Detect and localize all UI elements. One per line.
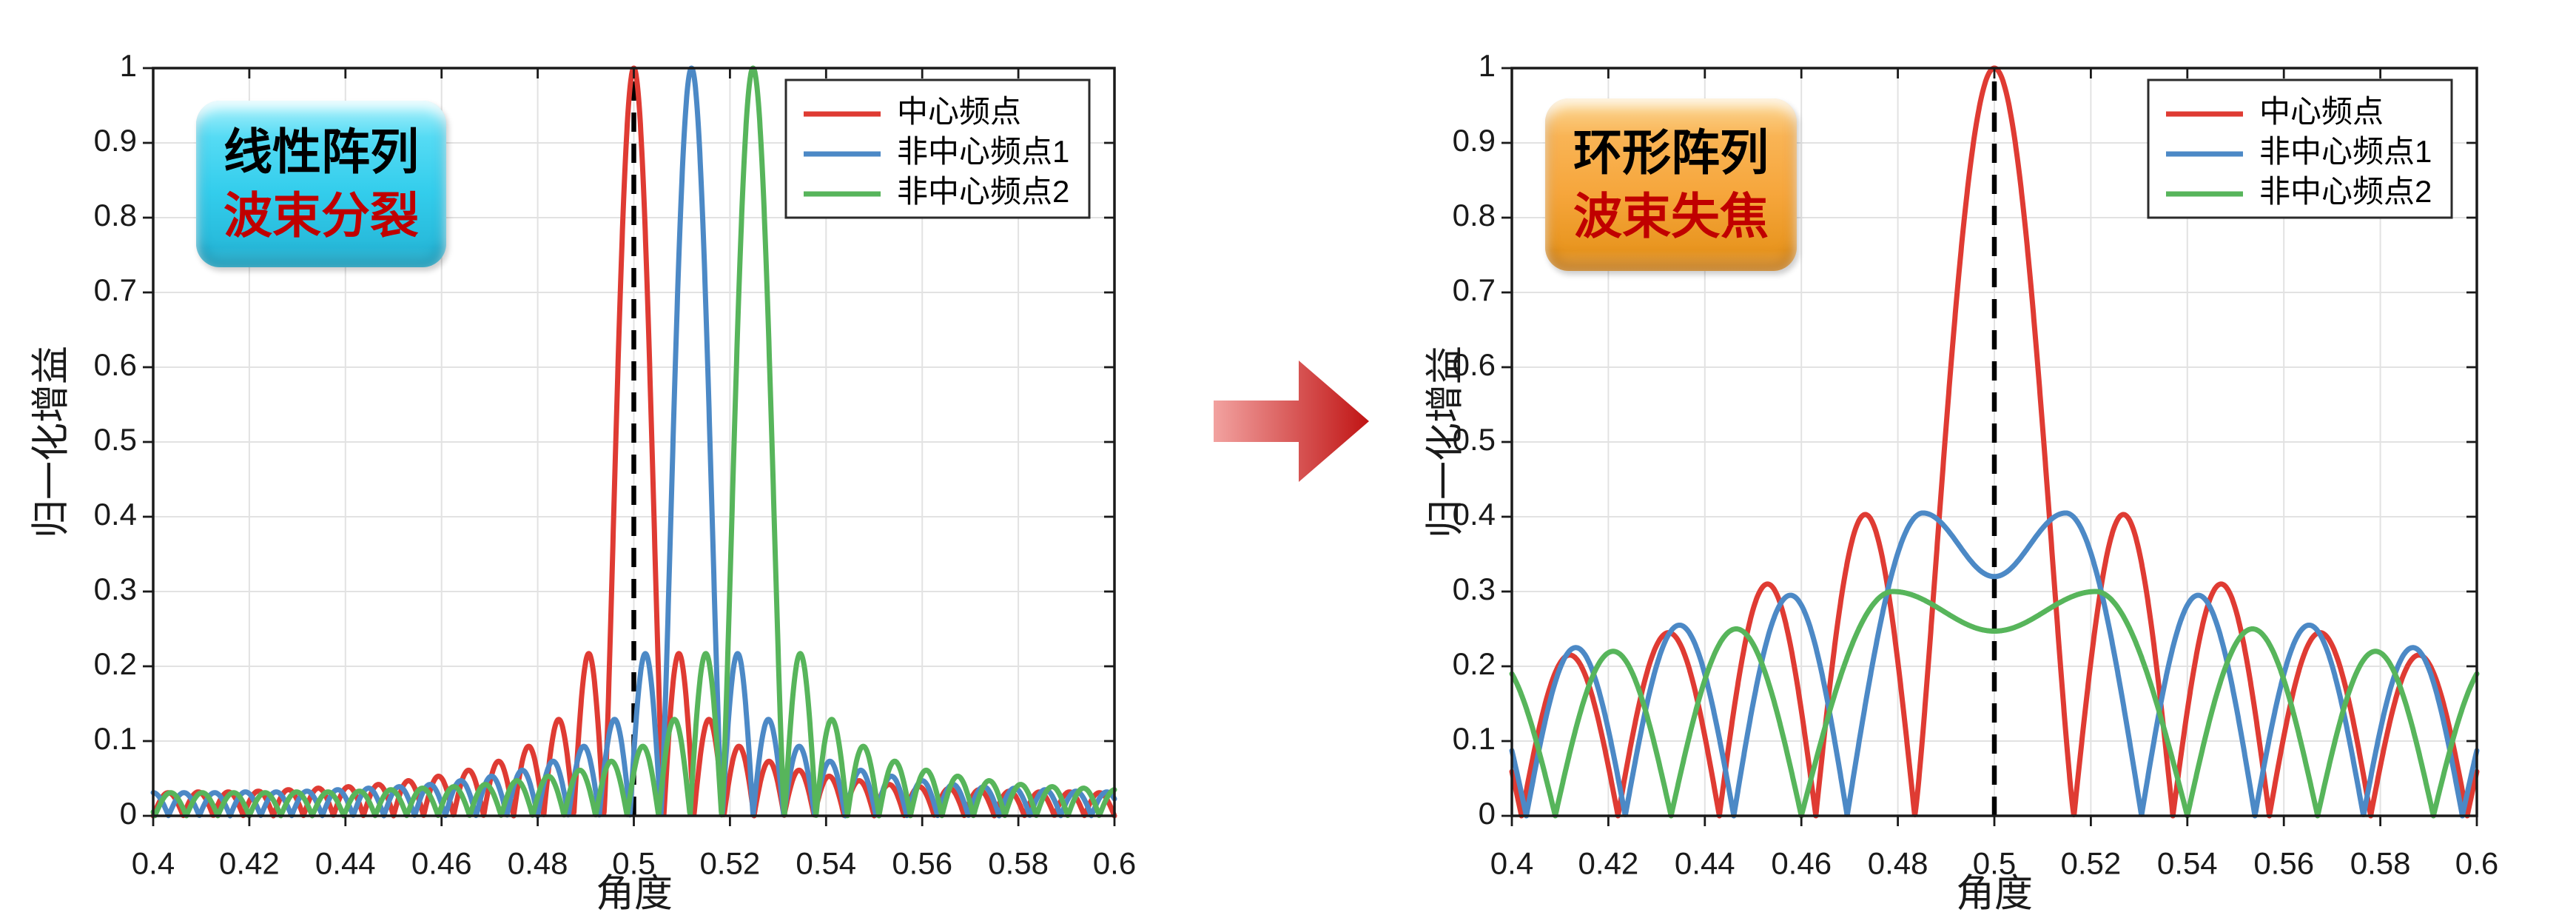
chart-circular-array-pattern: 0.4 0.42 0.44 0.46 0.48 0.5 0.52 0.54 0.56 0.58 0.…: [1453, 48, 2499, 880]
y-tick-label: 1: [1479, 48, 1496, 83]
linear-array-badge: 线性阵列 波束分裂: [196, 101, 446, 267]
series-line-1: [150, 65, 1117, 819]
tick-marks: [1501, 67, 2478, 826]
y-tick-label: 0.9: [94, 123, 137, 158]
x-tick-label: 0.46: [1771, 845, 1832, 880]
y-tick-label: 0: [1479, 796, 1496, 831]
x-tick-label: 0.52: [700, 845, 761, 880]
legend-label: 非中心频点1: [2259, 134, 2432, 169]
x-tick-label: 0.42: [1578, 845, 1639, 880]
y-tick-label: 0.2: [94, 646, 137, 681]
badge-subtitle: 波束失焦: [1573, 188, 1769, 244]
x-tick-label: 0.58: [2350, 845, 2411, 880]
badge-title: 线性阵列: [223, 124, 419, 179]
badge-subtitle: 波束分裂: [223, 187, 419, 243]
x-tick-label: 0.48: [1868, 845, 1928, 880]
y-tick-label: 0.4: [1453, 497, 1496, 532]
x-axis-label-right: 角度: [1955, 872, 2034, 916]
x-tick-label: 0.48: [508, 845, 568, 880]
x-tick-label: 0.56: [892, 845, 952, 880]
y-tick-label: 0.5: [1453, 422, 1496, 457]
x-tick-label: 0.54: [2157, 845, 2218, 880]
chart-linear-array-pattern: 0.4 0.42 0.44 0.46 0.48 0.5 0.52 0.54 0.56 0.58 0.…: [94, 48, 1137, 880]
x-tick-label: 0.4: [1490, 845, 1533, 880]
y-tick-label: 0.2: [1453, 646, 1496, 681]
x-tick-label: 0.44: [1675, 845, 1735, 880]
x-tick-label: 0.56: [2253, 845, 2314, 880]
legend-label: 中心频点: [897, 94, 1021, 129]
x-axis-label-left: 角度: [595, 872, 673, 916]
x-tick-label: 0.5: [1973, 845, 2016, 880]
x-tick-label: 0.52: [2061, 845, 2122, 880]
x-tick-label: 0.42: [219, 845, 280, 880]
legend-label: 非中心频点2: [897, 174, 1069, 209]
x-tick-label: 0.6: [2455, 845, 2498, 880]
y-tick-label: 0.3: [1453, 572, 1496, 606]
y-tick-label: 0.5: [94, 422, 137, 457]
y-tick-label: 0: [120, 796, 137, 831]
series-line-2: [1509, 589, 2480, 819]
series-line-1: [1509, 510, 2480, 819]
y-tick-label: 0.7: [1453, 272, 1496, 307]
x-tick-label: 0.54: [796, 845, 856, 880]
tick-marks: [143, 67, 1116, 826]
legend-label: 非中心频点2: [2259, 174, 2432, 209]
x-tick-label: 0.4: [132, 845, 175, 880]
x-tick-label: 0.46: [411, 845, 472, 880]
y-tick-label: 0.7: [94, 272, 137, 307]
y-tick-label: 0.1: [1453, 721, 1496, 756]
circular-array-badge: 环形阵列 波束失焦: [1545, 98, 1797, 271]
y-tick-label: 1: [120, 48, 137, 83]
legend-label: 中心频点: [2259, 94, 2384, 129]
x-tick-label: 0.58: [988, 845, 1049, 880]
y-tick-label: 0.6: [94, 347, 137, 382]
y-tick-label: 0.8: [94, 198, 137, 232]
y-tick-label: 0.9: [1453, 123, 1496, 158]
legend-label: 非中心频点1: [897, 134, 1069, 169]
badge-title: 环形阵列: [1573, 124, 1769, 180]
y-tick-label: 0.3: [94, 572, 137, 606]
x-tick-label: 0.5: [612, 845, 655, 880]
series-line-2: [150, 65, 1117, 819]
y-tick-label: 0.6: [1453, 347, 1496, 382]
y-tick-label: 0.4: [94, 497, 137, 532]
y-tick-label: 0.1: [94, 721, 137, 756]
x-tick-label: 0.44: [315, 845, 376, 880]
x-tick-label: 0.6: [1093, 845, 1136, 880]
y-tick-label: 0.8: [1453, 198, 1496, 232]
